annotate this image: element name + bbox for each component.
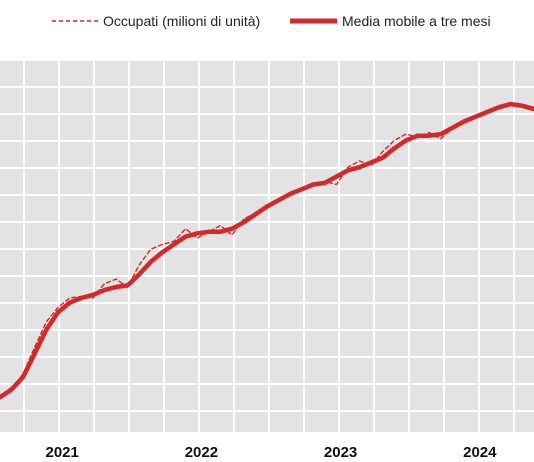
x-tick-label: 2023: [324, 444, 357, 461]
plot-area: [0, 60, 534, 432]
x-axis-ticks: 2021 2022 2023 2024: [46, 444, 498, 461]
x-tick-label: 2024: [463, 444, 497, 461]
x-tick-label: 2022: [185, 444, 218, 461]
x-tick-label: 2021: [46, 444, 79, 461]
legend-label-occupati: Occupati (milioni di unità): [103, 13, 260, 29]
series-line-media-mobile: [0, 101, 534, 400]
series-layer: [0, 101, 534, 400]
gridlines: [0, 59, 534, 432]
legend: Occupati (milioni di unità) Media mobile…: [52, 13, 491, 29]
legend-label-media-mobile: Media mobile a tre mesi: [342, 13, 491, 29]
